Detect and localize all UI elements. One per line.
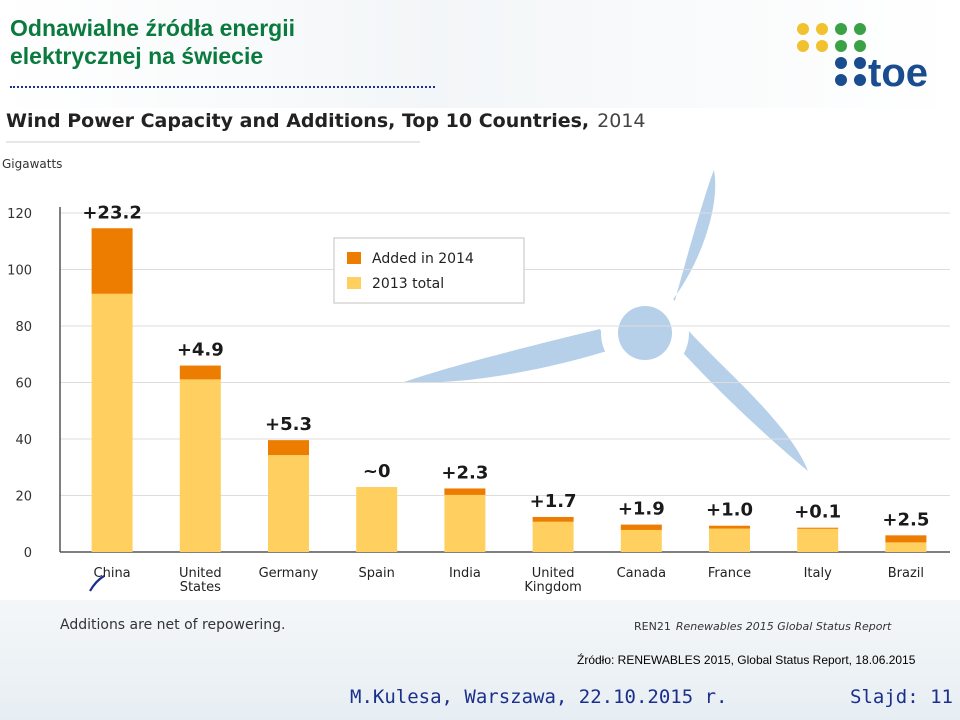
slide-title-line1: Odnawialne źródła energii [10,15,296,41]
legend-label-added: Added in 2014 [372,251,474,267]
bar-value-label: ~0 [363,461,391,482]
bar-value-label: +0.1 [794,502,841,523]
turbine-illustration [404,170,808,471]
legend-swatch-added [347,252,361,264]
y-tick-label: 120 [7,207,32,222]
turbine-blade-lower [675,330,808,471]
bar-added-2014 [268,440,309,456]
y-axis-label: Gigawatts [2,157,62,171]
bar-series [91,228,927,552]
bar-2013-total [709,528,750,552]
legend-box [333,237,525,304]
bar-added-2014 [620,524,662,530]
legend-swatch-total [347,277,361,289]
bar-2013-total [620,529,662,552]
wind-capacity-chart: Wind Power Capacity and Additions, Top 1… [2,110,950,633]
turbine-blade-left [404,329,610,383]
bar-2013-total [444,494,486,552]
x-tick-label: Brazil [888,566,924,581]
chart-title-main: Wind Power Capacity and Additions, Top 1… [6,110,589,132]
bar-added-2014 [797,527,839,529]
bar-value-label: +5.3 [265,414,312,435]
chart-title-year: 2014 [597,110,645,132]
toe-logo: toe [797,23,928,94]
chart-credit: REN21 Renewables 2015 Global Status Repor… [634,620,892,633]
y-tick-label: 0 [24,546,32,561]
bar-value-label: +2.3 [441,462,488,483]
bar-value-label: +4.9 [177,340,224,361]
bar-2013-total [797,527,839,552]
logo-text: toe [868,51,928,94]
logo-dots-icon [797,23,866,86]
bar-added-2014 [91,228,133,294]
bar-added-2014 [444,488,486,495]
y-tick-label: 80 [15,320,32,335]
x-tick-label: India [449,566,481,581]
chart-note: Additions are net of repowering. [60,617,285,633]
bar-value-label: +1.7 [530,491,577,512]
y-tick-label: 60 [15,377,32,392]
bar-2013-total [179,379,221,552]
x-tick-label: Italy [804,566,833,581]
slide-number: Slajd: 11 [850,686,953,708]
x-tick-label: Spain [359,566,395,581]
bar-added-2014 [709,525,750,529]
bar-2013-total [356,487,398,552]
footer-background [0,600,960,720]
bar-added-2014 [179,365,221,380]
bar-value-label: +1.0 [706,500,753,521]
x-tick-label: France [708,566,751,581]
y-tick-label: 100 [7,264,32,279]
slide-title-line2: elektrycznej na świecie [10,43,264,69]
x-tick-label: United Kingdom [524,566,582,595]
author-footer: M.Kulesa, Warszawa, 22.10.2015 r. [350,686,728,708]
chart-title: Wind Power Capacity and Additions, Top 1… [6,110,646,132]
header-background [0,0,960,108]
bar-added-2014 [532,516,574,522]
y-tick-label: 20 [15,490,32,505]
y-axis: 0 20 40 60 80 100 120 [7,207,950,561]
y-tick-label: 40 [15,433,32,448]
bar-2013-total [885,542,927,552]
x-tick-label: Germany [259,566,319,581]
x-tick-label: Canada [617,566,666,581]
title-underline [10,86,435,88]
chart-credit-prefix: REN21 [634,620,671,633]
chart-credit-report: Renewables 2015 Global Status Report [676,620,892,633]
bar-2013-total [532,521,574,552]
bar-value-label: +2.5 [882,509,929,530]
legend-label-total: 2013 total [372,276,444,292]
bar-2013-total [91,293,133,552]
turbine-hub-core [618,306,672,360]
turbine-blade-upper [655,170,716,319]
source-note: Źródło: RENEWABLES 2015, Global Status R… [577,653,916,667]
bar-2013-total [268,455,309,552]
x-tick-label: United States [179,566,222,595]
bar-added-2014 [885,535,927,543]
slide-title: Odnawialne źródła energii elektrycznej n… [10,14,295,70]
bar-value-label: +1.9 [618,499,665,520]
chart-legend: Added in 2014 2013 total [333,237,525,304]
pen-stroke-icon [89,575,105,592]
bar-value-label: +23.2 [82,202,142,223]
data-labels: +23.2 +4.9 +5.3 ~0 +2.3 +1.7 +1.9 +1.0 +0.1 +2.5 [82,202,929,530]
